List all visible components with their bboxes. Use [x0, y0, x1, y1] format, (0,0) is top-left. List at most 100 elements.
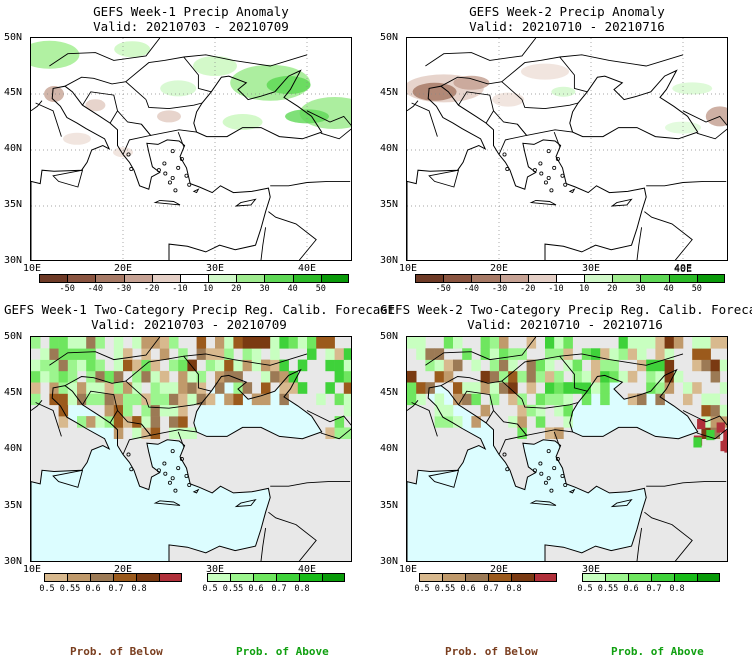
prob-cell [462, 348, 472, 360]
prob-cell [150, 404, 161, 417]
small-island [129, 167, 134, 172]
prob-cell [535, 370, 546, 383]
country-border [35, 102, 62, 137]
prob-cell [453, 337, 463, 349]
small-island [126, 152, 131, 157]
country-border [35, 402, 62, 437]
p4-lon-20: 20E [490, 564, 509, 575]
prob-cell [196, 382, 207, 394]
p4-lat-40: 40N [380, 443, 399, 454]
prob-cell [480, 370, 491, 383]
panel4-title-line1: GEFS Week-2 Two-Category Precip Reg. Cal… [380, 302, 752, 317]
p2-lon-40: 40E [674, 263, 693, 274]
p2-lat-40: 40N [380, 143, 399, 154]
prob-cell [251, 393, 262, 406]
prob-cell [178, 427, 188, 439]
prob-cell [609, 370, 619, 383]
colorbar-tick-label: 0.55 [222, 584, 244, 594]
prob-cell [664, 370, 675, 383]
anomaly-dry-region [157, 110, 181, 123]
prob-cell [215, 370, 225, 383]
prob-cell [196, 370, 207, 383]
small-island [184, 173, 189, 178]
prob-cell [251, 348, 262, 360]
prob-cell [443, 404, 454, 417]
prob-cell [719, 382, 727, 394]
prob-cell [416, 337, 426, 349]
colorbar-swatch [415, 274, 444, 283]
prob-cell [288, 337, 299, 349]
colorbar-tick-label: 0.5 [202, 584, 218, 594]
prob-cell [646, 337, 656, 349]
country-border [31, 400, 43, 411]
colorbar-swatch [320, 274, 349, 283]
prob-cell [150, 393, 161, 406]
prob-cell [325, 359, 335, 372]
p3-lat-35: 35N [4, 500, 23, 511]
colorbar-swatch [674, 573, 697, 582]
prob-cell [86, 393, 96, 406]
panel1-title-line1: GEFS Week-1 Precip Anomaly [93, 4, 289, 19]
prob-cell [205, 359, 216, 372]
prob-cell [178, 393, 188, 406]
prob-cell [600, 359, 610, 372]
prob-cell [692, 337, 702, 349]
colorbar-tick-label: 0.7 [271, 584, 287, 594]
anomaly-dry-region [705, 106, 727, 127]
small-island [179, 457, 184, 462]
prob-cell [535, 393, 546, 406]
prob-cell [581, 382, 592, 394]
small-island [170, 175, 175, 180]
prob-cell [49, 348, 59, 360]
colorbar-swatch [442, 573, 465, 582]
prob-cell [710, 359, 721, 372]
prob-cell [664, 382, 675, 394]
prob-cell [67, 382, 78, 394]
prob-cell [673, 337, 684, 349]
colorbar-tick-label: 0.8 [506, 584, 522, 594]
anomaly-dry-region [412, 82, 457, 101]
prob-cell [701, 348, 711, 360]
prob-cell [104, 393, 115, 406]
prob-cell [343, 393, 351, 406]
prob-cell [141, 337, 151, 349]
prob-cell [58, 348, 69, 360]
prob-cell [609, 348, 619, 360]
prob-cell [407, 337, 417, 349]
anomaly-wet-region [266, 76, 311, 95]
prob-cell [489, 359, 500, 372]
prob-cell [545, 348, 555, 360]
prob-cell [554, 370, 564, 383]
prob-cell [554, 393, 564, 406]
prob-cell [517, 370, 527, 383]
prob-cell [655, 337, 665, 349]
prob-cell [563, 348, 573, 360]
prob-cell [58, 382, 69, 394]
small-island [546, 149, 551, 154]
prob-cell [343, 404, 351, 417]
prob-cell [517, 416, 527, 428]
prob-cell [443, 370, 454, 383]
prob-cell [123, 359, 133, 372]
prob-cell [462, 393, 472, 406]
country-border [517, 423, 573, 436]
prob-cell [288, 370, 299, 383]
prob-cell [224, 393, 234, 406]
prob-cell [646, 382, 656, 394]
small-island [129, 467, 134, 472]
island-outline [153, 199, 181, 206]
prob-cell [343, 427, 351, 439]
prob-cell [480, 404, 491, 417]
prob-cell [655, 393, 665, 406]
prob-cell [627, 337, 638, 349]
colorbar-swatch [488, 573, 511, 582]
prob-cell [343, 359, 351, 372]
anomaly-dry-region [85, 99, 106, 112]
island-outline [568, 488, 576, 494]
small-island [532, 468, 537, 473]
prob-cell [655, 382, 665, 394]
colorbar-tick-label: 0.6 [460, 584, 476, 594]
colorbar-swatch [322, 573, 345, 582]
prob-cell [471, 382, 481, 394]
prob-cell [187, 427, 197, 439]
